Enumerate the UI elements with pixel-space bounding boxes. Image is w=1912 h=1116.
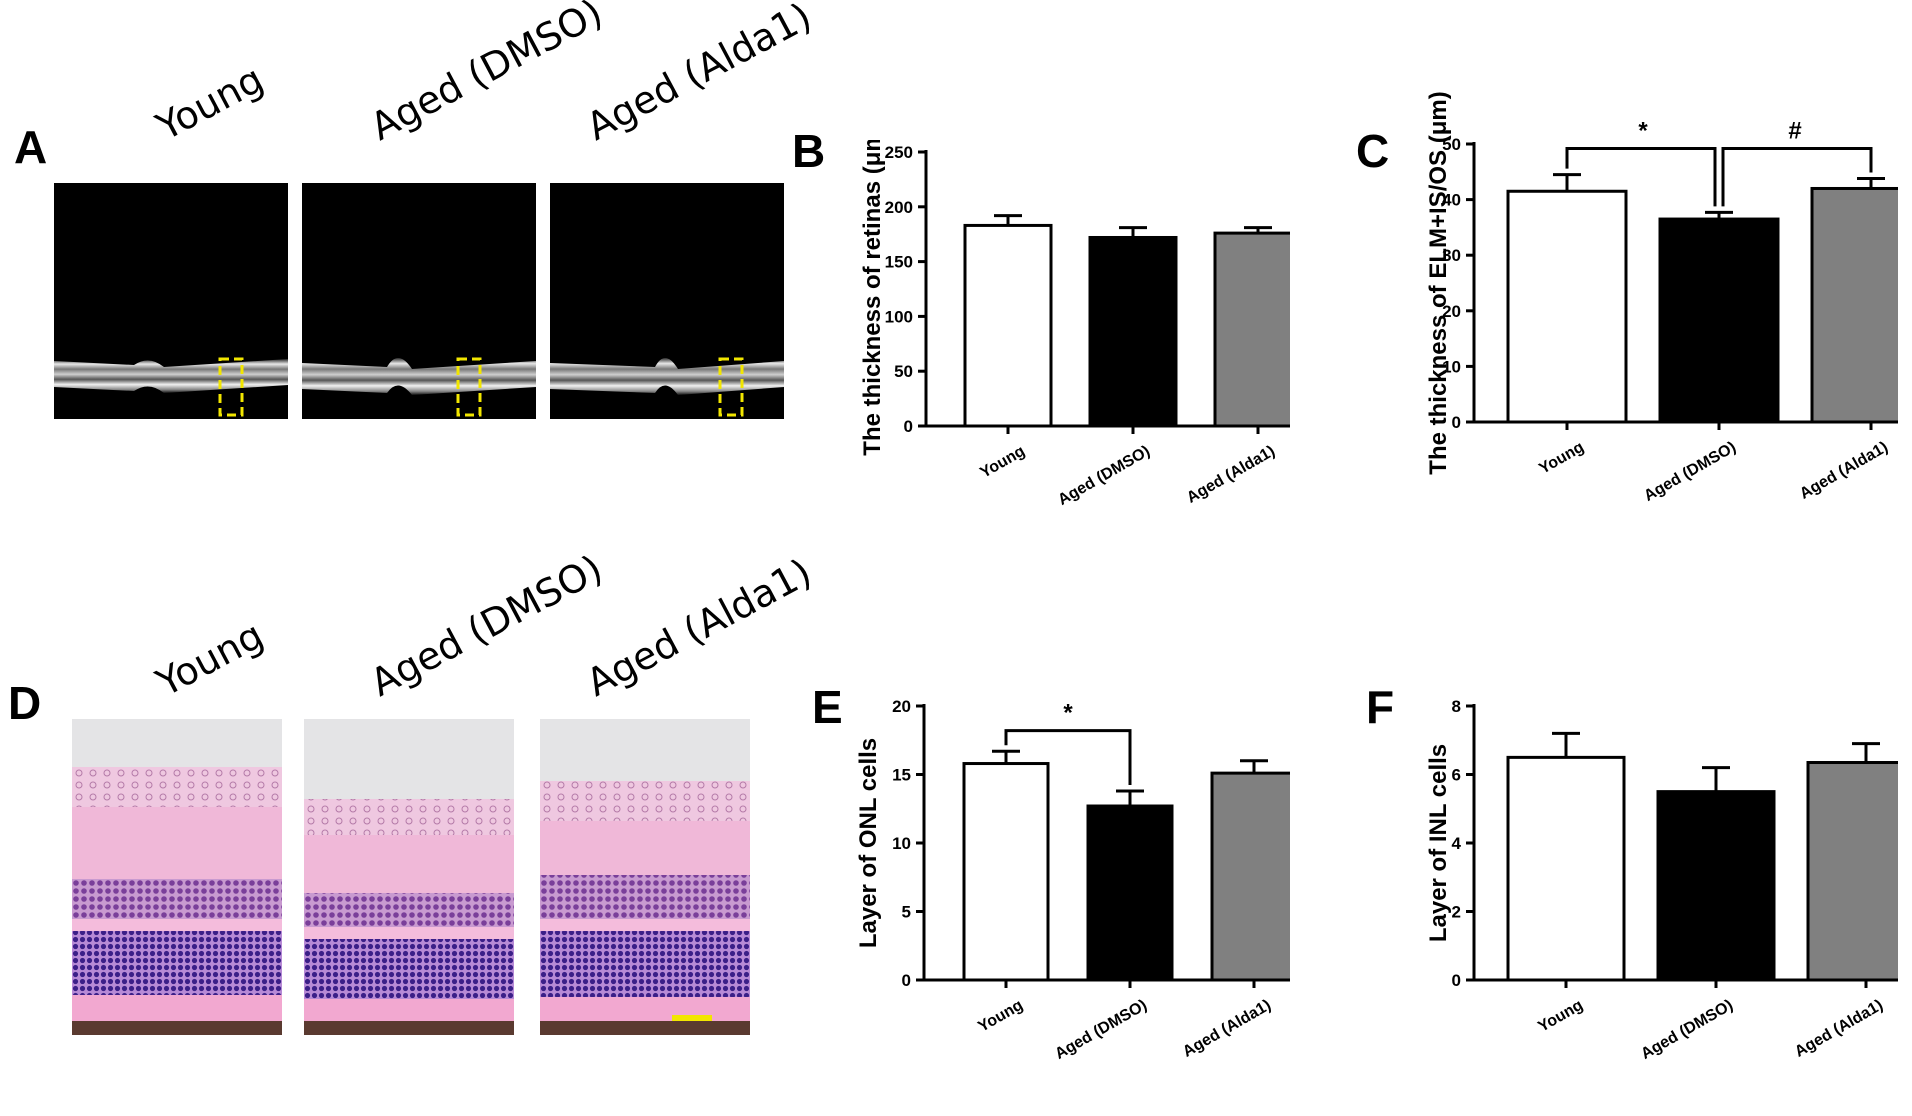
bar-0 [1506, 189, 1628, 424]
y-tick-label-2: 4 [1452, 834, 1462, 853]
significance-bracket-0 [1565, 146, 1717, 207]
y-axis-label: Layer of INL cells [1425, 744, 1452, 942]
oct-image-aged-alda1 [550, 183, 784, 419]
he-image-aged-alda1 [540, 719, 750, 1035]
y-tick-label-1: 2 [1452, 903, 1461, 922]
x-tick-label-1: Aged (DMSO) [1638, 997, 1736, 1063]
panel-letter-a: A [14, 121, 48, 173]
y-tick-label-4: 40 [1442, 191, 1461, 210]
x-tick-label-2: Aged (Alda1) [1797, 439, 1891, 503]
y-tick-label-0: 0 [1452, 971, 1461, 990]
significance-label-0: * [1063, 700, 1073, 727]
oct-image-young [54, 183, 288, 419]
he-label-young: Young [149, 612, 271, 705]
y-tick-label-4: 20 [892, 697, 911, 716]
x-tick-label-0: Young [975, 997, 1026, 1036]
y-tick-label-2: 10 [892, 834, 911, 853]
y-tick-label-2: 20 [1442, 302, 1461, 321]
bar-0 [963, 223, 1053, 428]
x-tick-label-1: Aged (DMSO) [1055, 443, 1153, 509]
y-tick-label-4: 200 [885, 198, 913, 217]
bar-1 [1656, 790, 1776, 982]
panel-letter-b: B [792, 125, 826, 177]
significance-bracket-0 [1004, 729, 1132, 785]
panel-letter-e: E [812, 681, 843, 733]
x-tick-label-0: Young [977, 443, 1028, 482]
bar-2 [1810, 186, 1898, 424]
bar-1 [1088, 235, 1178, 428]
oct-label-aged-alda1: Aged (Alda1) [579, 0, 819, 150]
bar-1 [1658, 217, 1780, 424]
bar-2 [1213, 231, 1290, 428]
y-axis-label: Layer of ONL cells [855, 738, 882, 948]
panel-letter-f: F [1366, 681, 1395, 733]
he-label-aged-alda1: Aged (Alda1) [579, 549, 819, 705]
y-tick-label-0: 0 [904, 417, 913, 436]
significance-label-0: * [1638, 117, 1648, 144]
oct-label-aged-dmso: Aged (DMSO) [363, 0, 610, 150]
x-tick-label-0: Young [1536, 439, 1587, 478]
he-image-young [72, 719, 282, 1035]
significance-bracket-1 [1721, 146, 1873, 207]
oct-label-young: Young [149, 56, 271, 149]
chart-inl-layers: 0 2 4 6 8 Layer of INL cells Young Aged (DMSO) A… [1425, 697, 1898, 1063]
y-tick-label-0: 0 [1452, 413, 1461, 432]
x-tick-label-1: Aged (DMSO) [1052, 997, 1150, 1063]
he-image-aged-dmso [304, 719, 514, 1035]
scale-bar [672, 1015, 712, 1021]
x-tick-label-2: Aged (Alda1) [1180, 997, 1274, 1061]
x-tick-label-0: Young [1535, 997, 1586, 1036]
bar-2 [1210, 771, 1290, 982]
x-tick-label-2: Aged (Alda1) [1184, 443, 1278, 507]
y-axis-label: The thickness of retinas (μm) [859, 140, 886, 456]
bar-0 [962, 762, 1050, 982]
oct-image-aged-dmso [302, 183, 536, 419]
y-tick-label-4: 8 [1452, 697, 1461, 716]
y-tick-label-2: 100 [885, 307, 913, 326]
x-tick-label-2: Aged (Alda1) [1792, 997, 1886, 1061]
panel-letter-c: C [1356, 125, 1390, 177]
bar-2 [1806, 761, 1898, 982]
y-tick-label-1: 5 [902, 903, 911, 922]
bar-0 [1506, 755, 1626, 982]
y-axis-label: The thickness of ELM+IS/OS (μm) [1425, 91, 1452, 474]
y-tick-label-3: 30 [1442, 246, 1461, 265]
x-tick-label-1: Aged (DMSO) [1641, 439, 1739, 505]
bar-1 [1086, 804, 1174, 982]
significance-label-1: # [1788, 117, 1801, 144]
y-tick-label-5: 250 [885, 143, 913, 162]
y-tick-label-0: 0 [902, 971, 911, 990]
y-tick-label-3: 15 [892, 766, 911, 785]
y-tick-label-3: 150 [885, 253, 913, 272]
y-tick-label-3: 6 [1452, 766, 1461, 785]
y-tick-label-1: 10 [1442, 357, 1461, 376]
he-label-aged-dmso: Aged (DMSO) [363, 546, 610, 705]
y-tick-label-5: 50 [1442, 135, 1461, 154]
panel-letter-d: D [8, 677, 42, 729]
y-tick-label-1: 50 [894, 362, 913, 381]
chart-onl-layers: 0 5 10 15 20 Layer of ONL cells Young Aged (DMS… [855, 697, 1290, 1063]
